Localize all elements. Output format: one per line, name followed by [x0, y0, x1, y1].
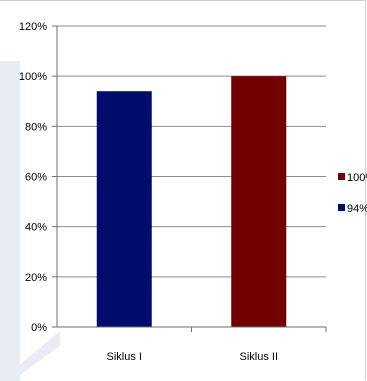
y-tick-label: 0% — [31, 322, 47, 334]
bar — [96, 91, 152, 327]
legend: 100% 94% — [338, 172, 367, 215]
bars — [96, 76, 287, 328]
y-tick-label: 40% — [25, 222, 47, 234]
bar — [231, 76, 287, 328]
x-tick-label: Siklus II — [239, 351, 278, 363]
backdrop-decoration — [0, 61, 20, 381]
axes — [56, 26, 326, 328]
y-tick-label: 80% — [25, 121, 47, 133]
y-tick-label: 20% — [25, 272, 47, 284]
legend-swatch — [338, 204, 345, 211]
legend-swatch — [338, 173, 345, 180]
y-axis-ticks: 0% 20% 40% 60% 80% 100% 120% — [19, 21, 57, 334]
y-tick-label: 100% — [19, 71, 47, 83]
legend-label: 94% — [347, 203, 367, 215]
x-axis-ticks: Siklus I Siklus II — [107, 327, 327, 363]
legend-label: 100% — [347, 172, 367, 184]
x-tick-label: Siklus I — [107, 351, 142, 363]
y-tick-label: 60% — [25, 172, 47, 184]
y-tick-label: 120% — [19, 21, 47, 33]
